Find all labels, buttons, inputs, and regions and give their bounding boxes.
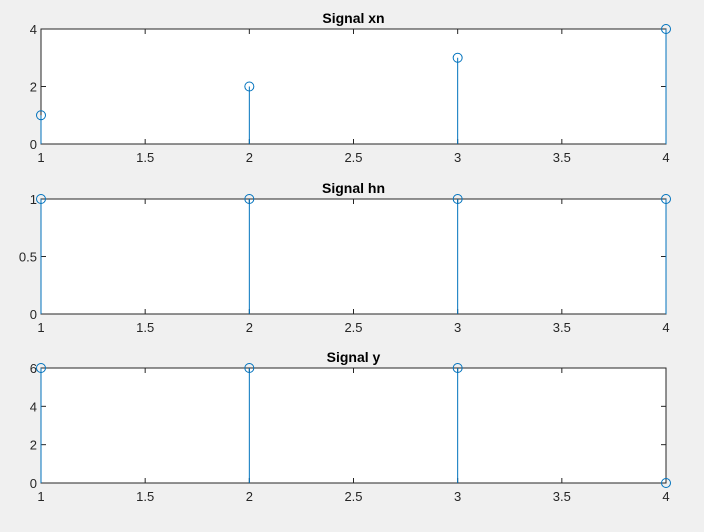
stem-series <box>36 24 671 144</box>
y-tick-labels: 0 2 4 6 <box>30 361 37 491</box>
x-tick-label: 1 <box>37 489 44 504</box>
y-tick-label: 6 <box>30 361 37 376</box>
x-tick-label: 1.5 <box>136 489 154 504</box>
axes-title: Signal y <box>327 349 381 365</box>
x-tick-label: 3 <box>454 489 461 504</box>
stem-marker <box>452 194 463 204</box>
y-tick-label: 2 <box>30 438 37 453</box>
stem-marker <box>36 110 46 121</box>
stem-marker <box>661 478 671 488</box>
x-tick-labels: 1 1.5 2 2.5 3 3.5 4 <box>37 150 669 165</box>
y-tick-label: 0 <box>30 307 37 322</box>
x-tick-label: 3.5 <box>553 489 571 504</box>
stem-marker <box>36 194 46 204</box>
y-tick-label: 2 <box>30 80 37 95</box>
axes-title: Signal xn <box>322 10 384 26</box>
stem-series <box>36 363 671 488</box>
subplot-2: Signal hn 1 1.5 2 2.5 3 3.5 4 0 0.5 1 <box>19 180 671 335</box>
y-tick-label: 0.5 <box>19 250 37 265</box>
stem-marker <box>244 81 255 92</box>
y-tick-label: 4 <box>30 22 37 37</box>
x-tick-label: 2 <box>246 320 253 335</box>
x-tick-labels: 1 1.5 2 2.5 3 3.5 4 <box>37 489 669 504</box>
x-tick-label: 2.5 <box>344 489 362 504</box>
stem-marker <box>36 363 46 373</box>
y-tick-label: 0 <box>30 137 37 152</box>
x-tick-label: 3.5 <box>553 150 571 165</box>
axes-box <box>40 367 667 484</box>
stem-marker <box>452 52 463 63</box>
y-tick-labels: 0 2 4 <box>30 22 37 152</box>
x-tick-label: 2.5 <box>344 150 362 165</box>
x-tick-label: 2.5 <box>344 320 362 335</box>
subplot-1: Signal xn 1 1.5 2 2.5 3 3.5 4 0 2 4 <box>30 10 671 165</box>
x-tick-label: 1 <box>37 320 44 335</box>
stem-marker <box>452 363 463 373</box>
stem-marker <box>661 194 671 204</box>
stem-marker <box>244 363 255 373</box>
x-tick-labels: 1 1.5 2 2.5 3 3.5 4 <box>37 320 669 335</box>
x-tick-label: 1 <box>37 150 44 165</box>
stem-marker <box>661 24 671 34</box>
x-tick-label: 1.5 <box>136 150 154 165</box>
axes-box <box>40 28 667 145</box>
x-tick-label: 4 <box>662 150 669 165</box>
stem-series <box>36 194 671 314</box>
x-tick-label: 4 <box>662 320 669 335</box>
y-tick-label: 0 <box>30 476 37 491</box>
x-tick-label: 4 <box>662 489 669 504</box>
y-tick-label: 4 <box>30 399 37 414</box>
x-tick-label: 3.5 <box>553 320 571 335</box>
x-tick-label: 2 <box>246 150 253 165</box>
x-tick-label: 2 <box>246 489 253 504</box>
axes-box <box>40 198 667 315</box>
x-tick-label: 1.5 <box>136 320 154 335</box>
x-tick-label: 3 <box>454 320 461 335</box>
y-tick-labels: 0 0.5 1 <box>19 192 37 322</box>
stem-marker <box>244 194 255 204</box>
y-tick-label: 1 <box>30 192 37 207</box>
x-tick-label: 3 <box>454 150 461 165</box>
subplot-3: Signal y 1 1.5 2 2.5 3 3.5 4 0 2 4 6 <box>30 349 671 504</box>
axes-title: Signal hn <box>322 180 385 196</box>
